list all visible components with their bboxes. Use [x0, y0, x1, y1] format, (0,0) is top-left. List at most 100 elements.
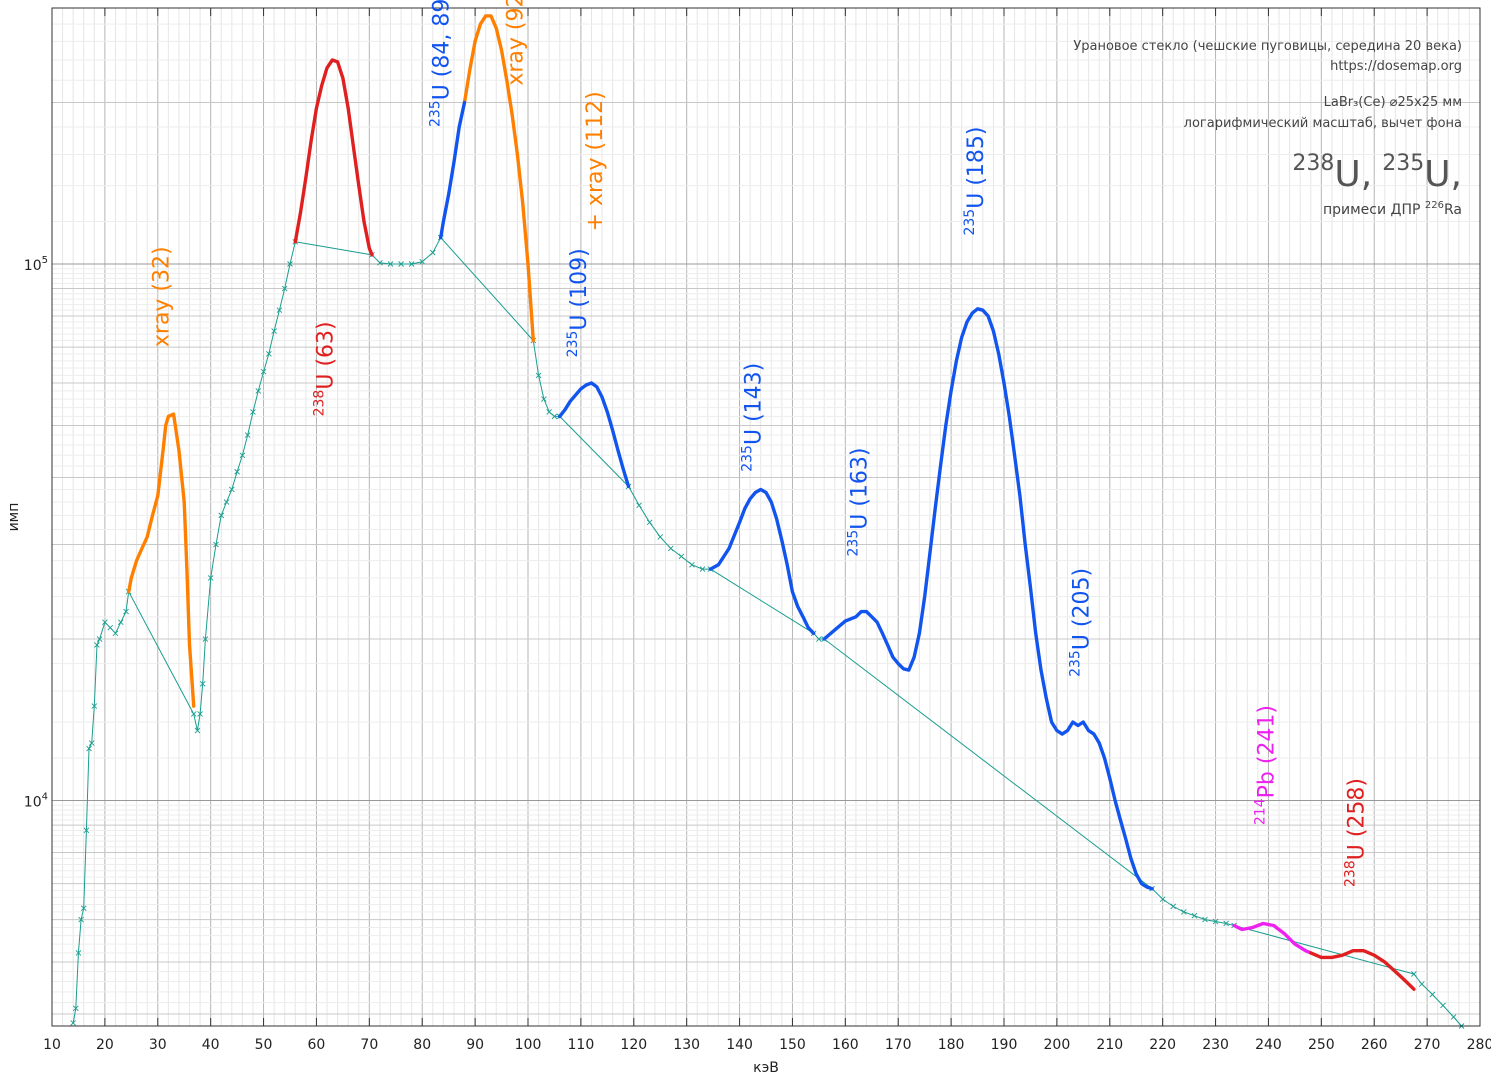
peak-label: 238U (258) — [1343, 778, 1370, 887]
peak-segment-line — [126, 412, 196, 708]
data-point — [117, 619, 124, 625]
data-point — [83, 827, 90, 834]
iso1-mass: 238 — [1292, 151, 1334, 176]
data-point — [646, 519, 653, 526]
x-tick-label: 220 — [1149, 1037, 1176, 1053]
data-point — [419, 258, 426, 265]
peak-segment-line — [1309, 949, 1416, 991]
peak-label-text: U (109) — [567, 248, 592, 330]
data-point — [287, 261, 293, 267]
data-point — [255, 388, 262, 394]
data-point — [1223, 920, 1229, 927]
peak-label-text: U (205) — [1070, 568, 1095, 650]
y-axis-label: имп — [6, 503, 22, 532]
data-point — [80, 905, 87, 912]
peak-segment-line — [708, 487, 816, 635]
data-point — [202, 636, 209, 642]
peak-label: 214Pb (241) — [1253, 705, 1280, 825]
peak-label-mass: 235 — [845, 530, 861, 557]
data-point — [197, 711, 203, 717]
data-point — [1450, 1014, 1457, 1020]
data-point — [1440, 1002, 1446, 1009]
y-tick-label: 105 — [24, 255, 48, 274]
peak-label-text: xray (32) — [149, 246, 174, 347]
peak-label-text: U (143) — [742, 363, 767, 445]
data-point — [72, 1005, 79, 1012]
data-point — [218, 512, 225, 519]
data-point — [276, 307, 283, 314]
data-point — [244, 432, 251, 438]
data-point — [271, 328, 277, 334]
data-point — [88, 740, 95, 746]
x-tick-label: 30 — [149, 1037, 167, 1053]
grid — [51, 7, 1481, 1027]
x-tick-label: 230 — [1202, 1037, 1229, 1053]
data-point — [667, 545, 674, 552]
x-tick-label: 210 — [1096, 1037, 1123, 1053]
y-tick-base: 10 — [24, 795, 42, 811]
data-point — [1191, 912, 1198, 919]
data-point — [123, 608, 129, 615]
data-point — [207, 575, 214, 581]
data-point — [689, 561, 695, 568]
peak-label: 235U (205) — [1068, 568, 1095, 677]
peak-label-text: U (163) — [847, 447, 872, 529]
peak-segment-line — [558, 381, 631, 489]
info-line-1: Урановое стекло (чешские пуговицы, серед… — [1073, 39, 1462, 54]
x-tick-label: 270 — [1414, 1037, 1441, 1053]
x-tick-label: 70 — [360, 1037, 378, 1053]
x-tick-label: 50 — [255, 1037, 273, 1053]
x-tick-label: 150 — [779, 1037, 806, 1053]
data-point — [1212, 918, 1219, 925]
impurity-element: Ra — [1444, 202, 1462, 218]
peak-label: + xray (112) — [583, 91, 608, 231]
x-axis-label: кэВ — [753, 1060, 779, 1076]
peak-label-mass: 238 — [311, 390, 327, 417]
info-line-2: https://dosemap.org — [1330, 59, 1462, 74]
data-point — [266, 351, 272, 357]
peak-segment-line — [439, 100, 467, 240]
peak-label: 235U (84, 89) — [428, 0, 455, 127]
x-tick-label: 100 — [515, 1037, 542, 1053]
data-point — [541, 396, 547, 402]
x-tick-label: 140 — [726, 1037, 753, 1053]
peak-label: 235U (109) — [565, 248, 592, 357]
x-tick-label: 250 — [1308, 1037, 1335, 1053]
peak-label-mass: 235 — [962, 209, 978, 236]
iso1-symbol: U, — [1334, 154, 1372, 195]
x-tick-labels: 10 20 30 40 50 60 70 80 90 100 110 120 130 140 150 160 1… — [43, 1037, 1491, 1053]
x-tick-label: 110 — [568, 1037, 595, 1053]
data-point — [657, 534, 664, 540]
peak-segment-line — [822, 307, 1154, 891]
data-point — [1159, 896, 1166, 902]
impurity-text: примеси ДПР — [1323, 202, 1425, 218]
data-point — [387, 261, 394, 267]
x-tick-label: 60 — [308, 1037, 326, 1053]
data-point — [112, 630, 119, 637]
x-tick-label: 190 — [991, 1037, 1018, 1053]
x-tick-label: 20 — [96, 1037, 114, 1053]
data-point — [429, 249, 436, 256]
data-point — [86, 745, 92, 752]
data-point — [535, 372, 542, 379]
peak-label: 235U (143) — [740, 363, 767, 472]
data-point — [551, 413, 558, 420]
data-point — [250, 409, 256, 415]
data-point — [546, 409, 552, 415]
x-tick-label: 170 — [885, 1037, 912, 1053]
y-tick-label: 104 — [24, 792, 48, 811]
data-point — [816, 636, 822, 642]
x-tick-label: 180 — [938, 1037, 965, 1053]
data-point — [699, 566, 706, 572]
data-point — [96, 636, 103, 642]
x-tick-label: 200 — [1044, 1037, 1071, 1053]
peak-label-text: + xray (112) — [583, 91, 608, 231]
x-tick-label: 280 — [1467, 1037, 1491, 1053]
data-point — [229, 486, 235, 493]
data-point — [213, 541, 219, 548]
peak-label-mass: 235 — [565, 331, 581, 358]
data-point — [107, 624, 113, 631]
x-tick-label: 160 — [832, 1037, 859, 1053]
peak-label-text: U (185) — [964, 127, 989, 209]
